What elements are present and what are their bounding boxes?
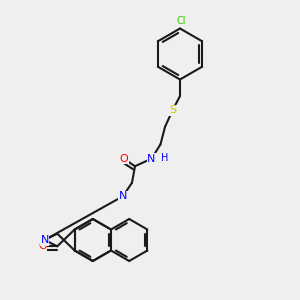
Text: Cl: Cl [177,16,186,26]
Text: N: N [147,154,156,164]
Text: H: H [161,153,169,163]
Text: O: O [119,154,128,164]
Text: O: O [38,241,47,251]
Text: N: N [40,235,49,245]
Text: N: N [119,191,127,201]
Text: S: S [169,105,176,116]
